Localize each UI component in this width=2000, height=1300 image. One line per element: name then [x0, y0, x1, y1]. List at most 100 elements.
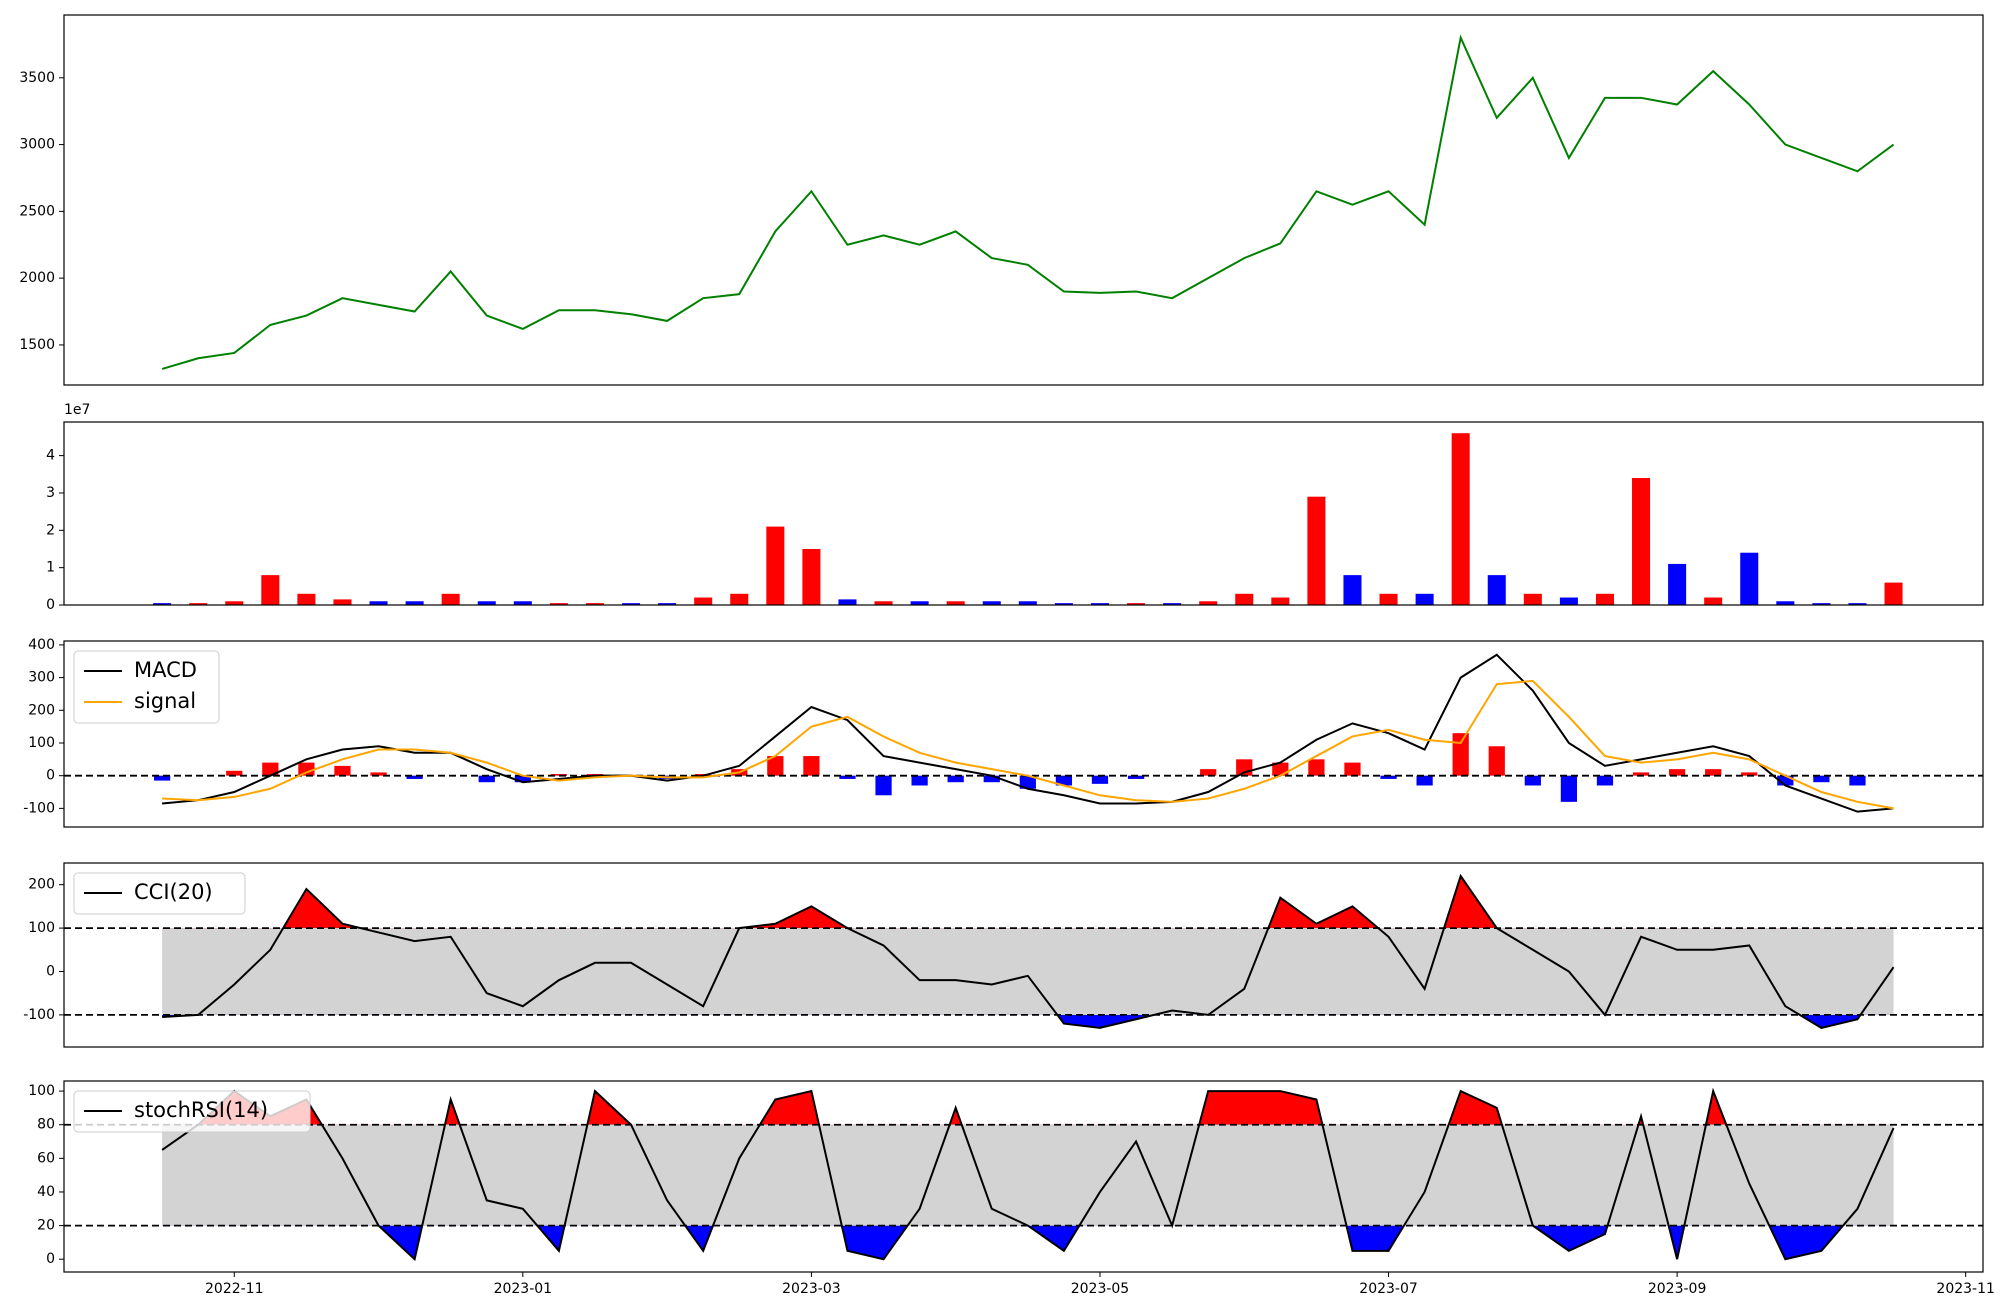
volume-bar [1271, 597, 1290, 605]
histogram-bar [839, 775, 856, 779]
histogram-bar [1488, 746, 1505, 776]
axes-frame [63, 1080, 1984, 1273]
y-tick-label: 2 [46, 522, 55, 538]
y-tick-label: 3 [46, 485, 55, 501]
histogram-bar [514, 775, 531, 783]
histogram-bar [947, 775, 964, 783]
x-tick-label: 2023-11 [1936, 1281, 1995, 1297]
panel: -100 0 100 200 CCI(20) [23, 862, 1984, 1048]
legend-box [73, 650, 220, 724]
volume-bar [441, 593, 460, 605]
volume-bar [261, 575, 280, 605]
volume-bar [1848, 603, 1867, 605]
histogram-bar [1416, 775, 1433, 786]
offset-label: 1e7 [64, 402, 90, 418]
volume-bar [1090, 603, 1109, 605]
indicator-line [162, 653, 1894, 813]
volume-bar [153, 603, 172, 605]
y-tick-label: 80 [37, 1117, 55, 1133]
histogram-bar [1344, 762, 1361, 776]
histogram-bar [1777, 775, 1794, 786]
panel: 0 1 2 3 4 1e7 [46, 402, 1984, 613]
y-tick-label: 2500 [19, 203, 55, 219]
y-tick-label: 3500 [19, 70, 55, 86]
indicator-line [161, 1087, 1895, 1262]
volume-bar [1559, 597, 1578, 605]
axes-frame [63, 421, 1984, 606]
histogram-bar [406, 775, 423, 779]
volume-bar [1740, 552, 1759, 605]
volume-bar [1018, 601, 1037, 605]
volume-bar [369, 601, 388, 605]
y-tick-label: 300 [28, 670, 55, 686]
volume-bar [549, 603, 568, 605]
y-tick-label: 2000 [19, 270, 55, 286]
volume-bar [874, 601, 893, 605]
y-tick-label: 4 [46, 448, 55, 464]
legend-label: MACD [134, 658, 197, 682]
histogram-bar [1127, 775, 1145, 779]
x-tick-label: 2022-11 [205, 1281, 264, 1297]
histogram-bar [1524, 775, 1541, 786]
volume-bar [1307, 496, 1326, 605]
volume-bar [1379, 593, 1398, 605]
y-tick-label: -100 [23, 1007, 55, 1023]
axes-frame [63, 640, 1984, 828]
volume-bar [1343, 575, 1362, 605]
panel: 0 20 40 60 80 100 stochRSI(14) 2022-11 2023-01 20… [28, 1080, 1995, 1297]
volume-bar [766, 526, 785, 605]
x-tick-label: 2023-07 [1359, 1281, 1418, 1297]
histogram-bar [1813, 775, 1830, 783]
y-tick-label: 200 [28, 702, 55, 718]
volume-bar [1127, 603, 1146, 605]
volume-bar [730, 593, 749, 605]
volume-bar [1163, 603, 1182, 605]
histogram-bar [1849, 775, 1866, 786]
volume-bar [982, 601, 1001, 605]
y-tick-label: 60 [37, 1150, 55, 1166]
histogram-bar [875, 775, 892, 796]
histogram-bar [334, 765, 351, 776]
histogram-bar [153, 775, 171, 781]
volume-bar [802, 548, 821, 605]
volume-bar [910, 601, 929, 605]
histogram-bar [1705, 769, 1722, 776]
histogram-bar [478, 775, 495, 783]
x-tick-label: 2023-01 [494, 1281, 553, 1297]
histogram-bar [1019, 775, 1036, 789]
price-line [161, 34, 1895, 370]
histogram-bar [1596, 775, 1614, 786]
legend-box [73, 1090, 311, 1133]
volume-bar [1668, 563, 1687, 605]
histogram-bar [1055, 775, 1073, 786]
histogram-bar [1452, 733, 1469, 776]
histogram-bar [1380, 775, 1397, 779]
histogram-bar [803, 756, 820, 776]
axes-frame [63, 14, 1984, 386]
band [162, 928, 1894, 1015]
y-tick-label: 0 [46, 963, 55, 979]
volume-bar [1776, 601, 1795, 605]
histogram-bar [983, 775, 1000, 783]
y-tick-label: 40 [37, 1184, 55, 1200]
histogram-bar [550, 774, 568, 776]
histogram-bar [911, 775, 928, 786]
volume-bar [585, 603, 604, 605]
volume-bar [658, 603, 677, 605]
y-tick-label: 20 [37, 1218, 55, 1234]
x-tick-label: 2023-03 [782, 1281, 841, 1297]
volume-bar [1884, 582, 1903, 605]
volume-bar [1595, 593, 1614, 605]
y-tick-label: 100 [28, 920, 55, 936]
histogram-bar [1091, 775, 1109, 784]
y-tick-label: 3000 [19, 137, 55, 153]
histogram-bar [1560, 775, 1578, 802]
volume-bar [1523, 593, 1542, 605]
legend-box [73, 872, 246, 915]
volume-bar [513, 601, 532, 605]
volume-bar [946, 601, 965, 605]
legend-label: signal [134, 689, 196, 713]
x-tick-label: 2023-09 [1648, 1281, 1707, 1297]
indicator-line [162, 679, 1894, 810]
volume-bar [1235, 593, 1254, 605]
